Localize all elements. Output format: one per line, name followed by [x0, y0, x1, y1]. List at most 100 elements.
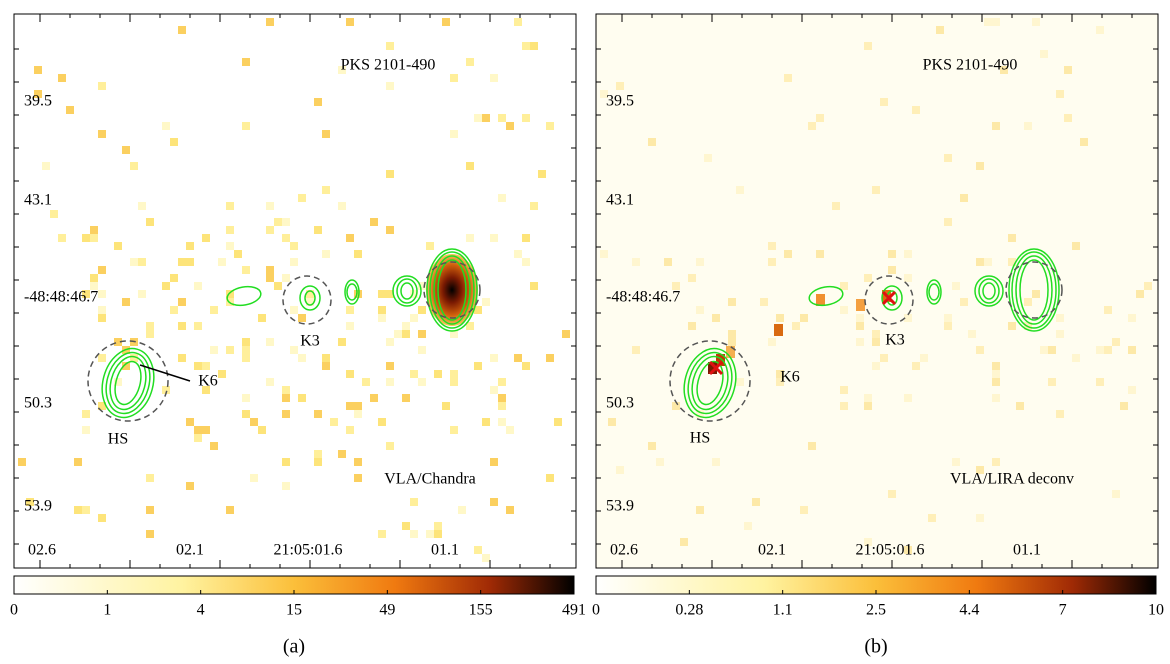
pixel — [688, 322, 696, 330]
pixel — [82, 410, 90, 418]
pixel — [600, 250, 608, 258]
pixel — [122, 362, 130, 370]
contour — [1011, 251, 1057, 329]
pixel — [266, 202, 274, 210]
pixel — [98, 266, 106, 274]
pixel — [370, 394, 378, 402]
pixel — [992, 122, 1000, 130]
pixel — [178, 26, 186, 34]
core-emission — [426, 254, 478, 326]
contour — [1008, 248, 1060, 332]
image-background — [14, 14, 576, 568]
pixel — [840, 402, 848, 410]
pixel — [394, 330, 402, 338]
pixel — [648, 442, 656, 450]
pixel — [202, 386, 210, 394]
pixel — [258, 314, 266, 322]
knot-label: K3 — [300, 333, 320, 350]
pixel — [632, 346, 640, 354]
pixel — [250, 418, 258, 426]
pixel — [856, 314, 864, 322]
pixel — [784, 74, 792, 82]
pixel — [306, 290, 314, 298]
pixel — [708, 362, 717, 374]
pixel — [1024, 122, 1032, 130]
pixel — [960, 298, 968, 306]
pixel — [386, 290, 394, 298]
pixel — [346, 306, 354, 314]
pixel — [912, 106, 920, 114]
pixel — [402, 322, 410, 330]
pixel — [712, 314, 720, 322]
pixel — [1008, 322, 1016, 330]
pixel — [122, 298, 130, 306]
pixel — [234, 250, 242, 258]
contour — [691, 355, 729, 411]
knot-label: HS — [690, 430, 710, 447]
contour — [396, 278, 418, 304]
pixel — [736, 186, 744, 194]
contour — [687, 351, 733, 415]
pixel — [242, 410, 250, 418]
pixel — [880, 98, 888, 106]
pixel — [218, 370, 226, 378]
colorbar-label: 4 — [197, 602, 205, 619]
panel-label: VLA/LIRA deconv — [950, 471, 1074, 488]
pixel — [114, 242, 122, 250]
pixel — [840, 386, 848, 394]
contour — [683, 347, 737, 419]
pixel — [386, 338, 394, 346]
pixel — [274, 218, 282, 226]
pixel — [418, 282, 426, 290]
pixel — [498, 378, 506, 386]
pixel — [146, 218, 154, 226]
pixel — [632, 258, 640, 266]
pixel — [458, 506, 466, 514]
pixel — [114, 338, 122, 346]
pixel — [976, 466, 984, 474]
contour — [101, 347, 155, 419]
pixel — [498, 394, 506, 402]
pixel — [490, 498, 498, 506]
pixel — [752, 498, 760, 506]
contour — [426, 248, 478, 332]
pixel — [282, 482, 290, 490]
y-label: 39.5 — [24, 93, 52, 110]
pixel — [58, 74, 66, 82]
pixel — [266, 338, 274, 346]
pixel — [1144, 282, 1152, 290]
pixel — [1048, 378, 1056, 386]
pixel — [1096, 346, 1104, 354]
pixel — [672, 402, 680, 410]
pixel — [856, 299, 865, 311]
pixel — [282, 218, 290, 226]
pixel — [138, 290, 146, 298]
pixel — [186, 418, 194, 426]
knot-label: K6 — [198, 373, 218, 390]
pixel — [354, 290, 362, 298]
pixel — [904, 274, 912, 282]
pixel — [952, 282, 960, 290]
pixel — [186, 242, 194, 250]
pixel — [210, 306, 218, 314]
pixel — [992, 458, 1000, 466]
pixel — [378, 418, 386, 426]
pixel — [146, 506, 154, 514]
colorbar-label: 491 — [562, 602, 586, 619]
pixel — [880, 354, 888, 362]
pixel — [178, 298, 186, 306]
panel-title: PKS 2101-490 — [341, 57, 436, 74]
pixel — [130, 162, 138, 170]
pixel — [672, 282, 680, 290]
pixel — [808, 442, 816, 450]
pixel — [490, 354, 498, 362]
pixel — [992, 370, 1000, 378]
pixel — [1056, 330, 1064, 338]
pixel — [66, 106, 74, 114]
contour — [881, 285, 903, 311]
pixel — [282, 386, 290, 394]
y-label: -48:48:46.7 — [606, 289, 680, 306]
pixel — [450, 74, 458, 82]
region-circle — [864, 275, 914, 325]
pixel — [506, 426, 514, 434]
